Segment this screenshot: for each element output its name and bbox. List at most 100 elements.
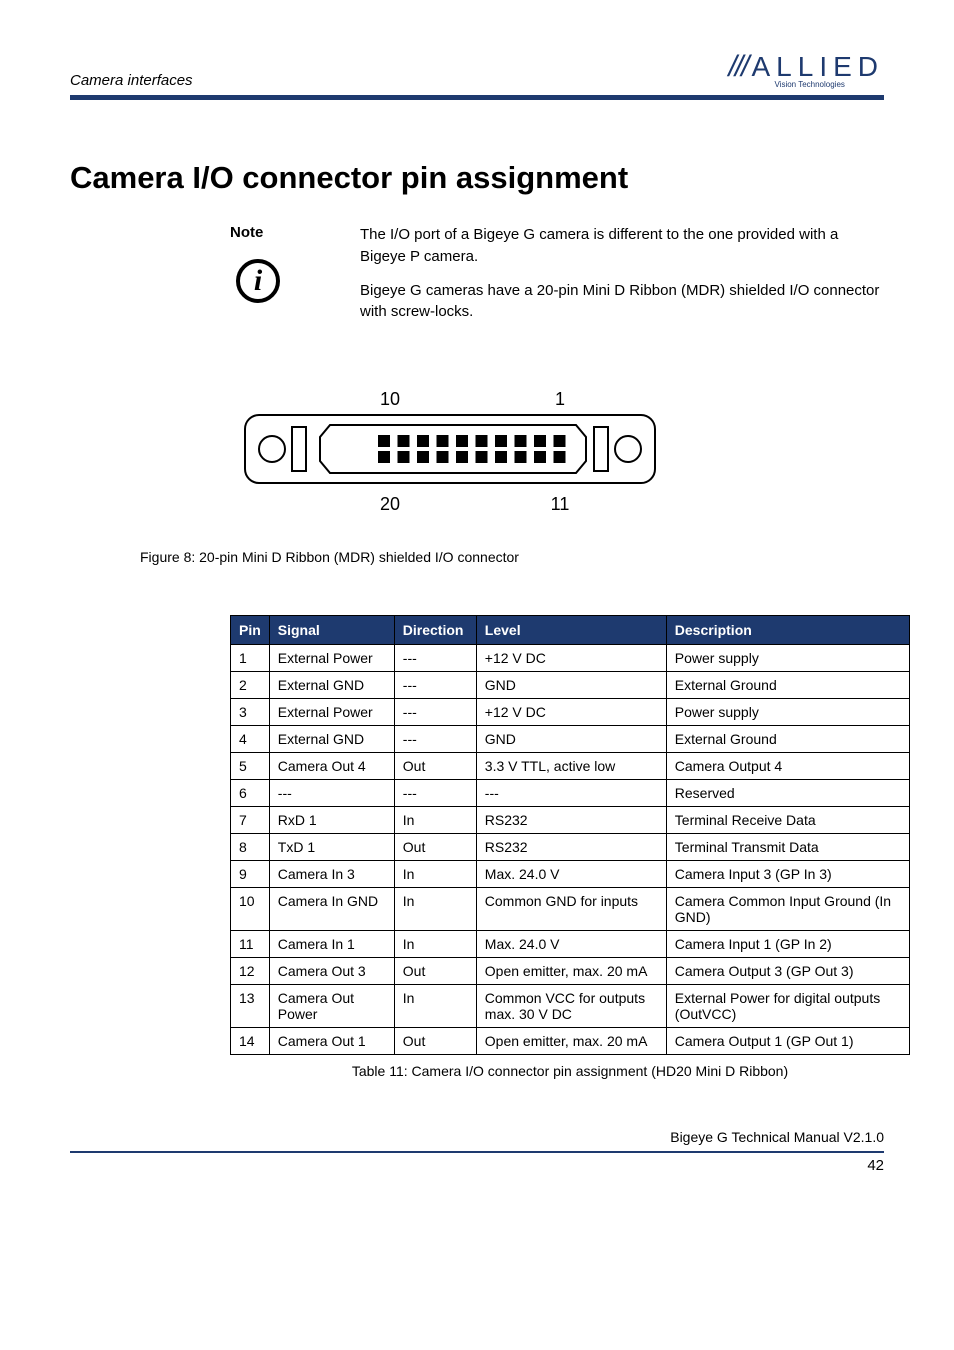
svg-text:1: 1 [555,389,565,409]
table-cell: Camera Input 3 (GP In 3) [666,861,909,888]
table-cell: In [394,985,476,1028]
table-header: Direction [394,616,476,645]
footer-manual: Bigeye G Technical Manual V2.1.0 [70,1129,884,1145]
section-title: Camera interfaces [70,72,193,89]
table-row: 3External Power---+12 V DCPower supply [231,699,910,726]
table-cell: Camera Out Power [269,985,394,1028]
table-row: 8TxD 1Out RS232Terminal Transmit Data [231,834,910,861]
page-header: Camera interfaces /// ALLIED Vision Tech… [70,50,884,100]
table-cell: 3.3 V TTL, active low [476,753,666,780]
table-cell: External Ground [666,726,909,753]
table-cell: 2 [231,672,270,699]
table-row: 4External GND---GNDExternal Ground [231,726,910,753]
table-row: 7RxD 1In RS232Terminal Receive Data [231,807,910,834]
table-cell: External GND [269,726,394,753]
table-cell: Camera Out 3 [269,958,394,985]
table-cell: +12 V DC [476,699,666,726]
table-cell: Out [394,1028,476,1055]
table-cell: In [394,807,476,834]
table-row: 14Camera Out 1OutOpen emitter, max. 20 m… [231,1028,910,1055]
page-number: 42 [70,1157,884,1174]
table-cell: RS232 [476,807,666,834]
table-cell: 14 [231,1028,270,1055]
table-cell: 1 [231,645,270,672]
table-cell: Camera Input 1 (GP In 2) [666,931,909,958]
logo-sub: Vision Technologies [774,80,884,89]
table-cell: In [394,931,476,958]
table-row: 12Camera Out 3OutOpen emitter, max. 20 m… [231,958,910,985]
table-cell: Camera Output 3 (GP Out 3) [666,958,909,985]
table-cell: Out [394,753,476,780]
table-cell: GND [476,672,666,699]
table-cell: External GND [269,672,394,699]
table-cell: External Power [269,699,394,726]
connector-diagram: 10 1 20 11 [230,365,884,529]
table-caption: Table 11: Camera I/O connector pin assig… [230,1063,910,1079]
table-row: 5Camera Out 4Out3.3 V TTL, active lowCam… [231,753,910,780]
table-cell: 6 [231,780,270,807]
table-cell: --- [394,726,476,753]
table-cell: Power supply [666,645,909,672]
table-cell: 3 [231,699,270,726]
table-header: Description [666,616,909,645]
table-cell: 5 [231,753,270,780]
table-cell: Terminal Transmit Data [666,834,909,861]
logo-main: ALLIED [752,51,885,83]
table-cell: External Power for digital outputs (OutV… [666,985,909,1028]
table-row: 13Camera Out PowerInCommon VCC for outpu… [231,985,910,1028]
table-cell: --- [269,780,394,807]
table-cell: Out [394,834,476,861]
table-cell: --- [394,645,476,672]
table-cell: Camera Out 4 [269,753,394,780]
svg-text:11: 11 [551,494,570,514]
table-cell: Common GND for inputs [476,888,666,931]
info-icon: i [236,259,280,303]
table-cell: 11 [231,931,270,958]
svg-text:20: 20 [380,494,400,514]
pin-table: PinSignalDirectionLevelDescription 1Exte… [230,615,910,1055]
table-cell: 8 [231,834,270,861]
table-cell: --- [394,699,476,726]
table-cell: 12 [231,958,270,985]
table-cell: Open emitter, max. 20 mA [476,1028,666,1055]
note-para-1: The I/O port of a Bigeye G camera is dif… [360,224,884,268]
table-cell: External Ground [666,672,909,699]
table-header: Signal [269,616,394,645]
note-block: Note i The I/O port of a Bigeye G camera… [230,224,884,335]
table-cell: Camera In 3 [269,861,394,888]
table-cell: Camera Output 1 (GP Out 1) [666,1028,909,1055]
table-cell: Common VCC for outputs max. 30 V DC [476,985,666,1028]
logo-slashes: /// [728,50,747,84]
table-cell: RS232 [476,834,666,861]
table-cell: Camera Common Input Ground (In GND) [666,888,909,931]
table-cell: Camera Output 4 [666,753,909,780]
table-cell: External Power [269,645,394,672]
figure-caption: Figure 8: 20-pin Mini D Ribbon (MDR) shi… [140,549,884,565]
table-header: Level [476,616,666,645]
svg-text:10: 10 [380,389,400,409]
table-cell: Power supply [666,699,909,726]
table-row: 11Camera In 1InMax. 24.0 VCamera Input 1… [231,931,910,958]
table-cell: Reserved [666,780,909,807]
table-cell: 13 [231,985,270,1028]
table-cell: 4 [231,726,270,753]
footer-divider [70,1151,884,1153]
table-cell: Camera Out 1 [269,1028,394,1055]
figure: 10 1 20 11 [230,365,884,529]
table-row: 2External GND---GNDExternal Ground [231,672,910,699]
table-cell: Out [394,958,476,985]
page-title: Camera I/O connector pin assignment [70,160,884,196]
table-cell: Camera In 1 [269,931,394,958]
note-para-2: Bigeye G cameras have a 20-pin Mini D Ri… [360,280,884,324]
table-cell: +12 V DC [476,645,666,672]
table-row: 10Camera In GNDInCommon GND for inputsCa… [231,888,910,931]
table-row: 9Camera In 3InMax. 24.0 VCamera Input 3 … [231,861,910,888]
table-cell: In [394,888,476,931]
table-cell: 10 [231,888,270,931]
table-cell: Terminal Receive Data [666,807,909,834]
table-cell: Max. 24.0 V [476,861,666,888]
table-cell: TxD 1 [269,834,394,861]
table-cell: 9 [231,861,270,888]
table-cell: --- [476,780,666,807]
table-header: Pin [231,616,270,645]
